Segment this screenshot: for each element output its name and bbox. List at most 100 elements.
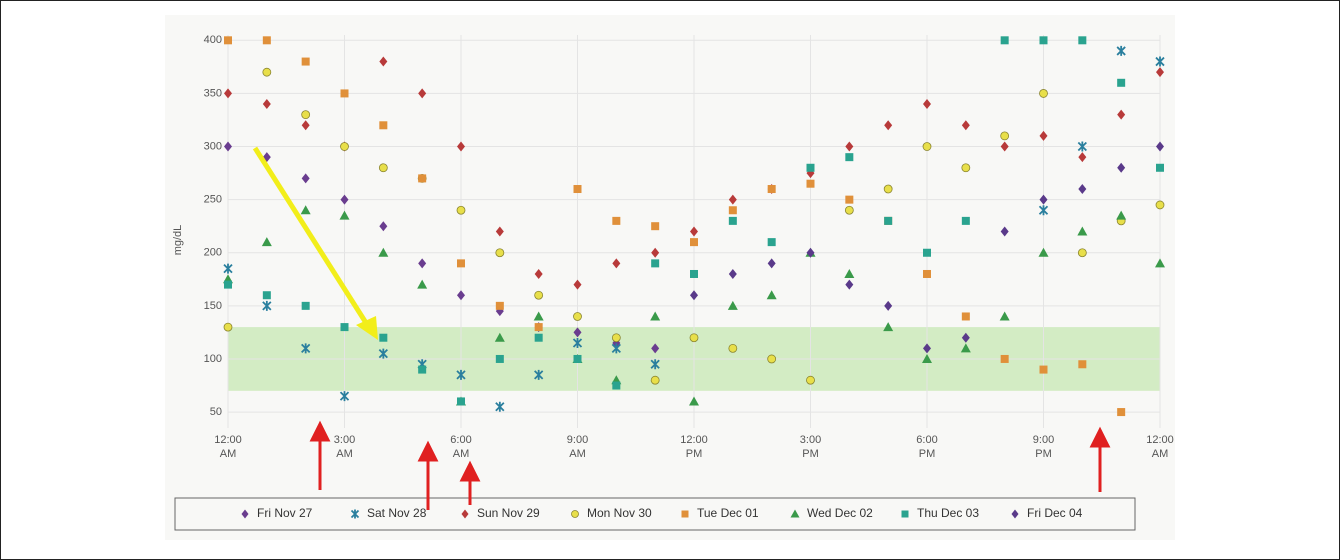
data-point bbox=[767, 354, 777, 364]
data-point bbox=[1078, 184, 1087, 195]
yellow-arrow-head bbox=[356, 316, 378, 340]
data-point bbox=[845, 153, 854, 162]
data-point bbox=[651, 247, 660, 258]
data-point bbox=[689, 396, 699, 406]
data-point bbox=[923, 269, 931, 278]
data-point bbox=[961, 163, 971, 173]
data-point bbox=[340, 194, 349, 205]
data-point bbox=[340, 142, 349, 151]
data-point bbox=[224, 88, 232, 99]
data-point bbox=[339, 210, 350, 220]
data-point bbox=[650, 359, 660, 370]
legend-label: Sun Nov 29 bbox=[477, 506, 540, 520]
x-tick-label: 12:00 PM bbox=[680, 434, 708, 460]
data-point bbox=[378, 247, 389, 257]
data-point bbox=[961, 332, 970, 343]
data-point bbox=[262, 67, 272, 77]
data-point bbox=[301, 343, 311, 354]
data-point bbox=[495, 248, 505, 258]
data-point bbox=[806, 179, 815, 188]
data-point bbox=[495, 354, 504, 363]
red-arrow-head bbox=[309, 420, 331, 442]
data-point bbox=[573, 354, 582, 363]
data-point bbox=[261, 237, 272, 247]
data-point bbox=[534, 268, 543, 279]
data-point bbox=[806, 375, 815, 385]
data-point bbox=[1078, 152, 1087, 163]
y-tick-label: 300 bbox=[204, 140, 222, 152]
data-point bbox=[999, 311, 1010, 321]
legend-marker bbox=[901, 510, 909, 518]
data-point bbox=[1039, 130, 1048, 141]
x-tick-label: 6:00 PM bbox=[916, 434, 937, 460]
red-arrow-head bbox=[417, 440, 439, 462]
x-tick-label: 3:00 PM bbox=[800, 434, 821, 460]
data-point bbox=[495, 401, 505, 412]
x-tick-label: 6:00 AM bbox=[450, 434, 471, 460]
data-point bbox=[418, 365, 427, 374]
data-point bbox=[573, 185, 582, 194]
data-point bbox=[1039, 194, 1048, 205]
data-point bbox=[573, 327, 582, 338]
data-point bbox=[262, 300, 272, 311]
annotations bbox=[252, 146, 1111, 510]
data-point bbox=[728, 268, 737, 279]
legend-label: Thu Dec 03 bbox=[917, 506, 979, 520]
data-point bbox=[1116, 210, 1127, 220]
data-point bbox=[457, 141, 465, 152]
data-point bbox=[922, 353, 932, 363]
data-point bbox=[378, 163, 388, 173]
data-point bbox=[573, 312, 582, 321]
data-point bbox=[1117, 162, 1126, 173]
data-point bbox=[884, 120, 893, 131]
data-point bbox=[1155, 258, 1165, 268]
data-point bbox=[689, 333, 699, 343]
data-point bbox=[379, 221, 388, 232]
data-point bbox=[884, 300, 893, 311]
data-point bbox=[690, 226, 698, 237]
data-point bbox=[418, 88, 427, 99]
data-point bbox=[379, 56, 388, 67]
data-point bbox=[262, 99, 271, 110]
data-point bbox=[495, 226, 504, 237]
data-point bbox=[300, 205, 311, 215]
data-point bbox=[727, 300, 738, 310]
red-arrow-head bbox=[1089, 426, 1111, 448]
data-point bbox=[960, 343, 971, 353]
data-point bbox=[224, 280, 232, 289]
data-point bbox=[223, 263, 233, 274]
legend-marker bbox=[790, 509, 800, 518]
data-point bbox=[223, 322, 233, 332]
legend-label: Tue Dec 01 bbox=[697, 506, 759, 520]
data-point bbox=[340, 89, 349, 98]
data-point bbox=[767, 258, 776, 269]
data-point bbox=[224, 36, 232, 45]
data-point bbox=[728, 194, 737, 205]
data-point bbox=[845, 141, 854, 152]
data-point bbox=[1039, 89, 1048, 98]
data-point bbox=[883, 322, 894, 332]
data-point bbox=[884, 216, 893, 225]
data-point bbox=[340, 323, 349, 332]
data-point bbox=[690, 290, 698, 301]
data-point bbox=[224, 141, 232, 152]
legend-label: Sat Nov 28 bbox=[367, 506, 427, 520]
data-point bbox=[650, 375, 660, 385]
data-point bbox=[1000, 131, 1010, 141]
data-point bbox=[534, 323, 543, 332]
y-tick-label: 50 bbox=[210, 406, 222, 418]
data-point bbox=[534, 333, 543, 342]
data-point bbox=[456, 205, 466, 215]
legend-marker bbox=[241, 509, 249, 519]
data-point bbox=[1156, 163, 1164, 172]
data-point bbox=[844, 268, 855, 278]
data-point bbox=[690, 238, 698, 247]
y-tick-label: 350 bbox=[204, 87, 222, 99]
legend-marker bbox=[681, 510, 689, 518]
data-point bbox=[690, 269, 698, 278]
data-point bbox=[961, 312, 970, 321]
data-point bbox=[262, 291, 271, 300]
legend-label: Wed Dec 02 bbox=[807, 506, 873, 520]
data-point bbox=[495, 301, 504, 310]
